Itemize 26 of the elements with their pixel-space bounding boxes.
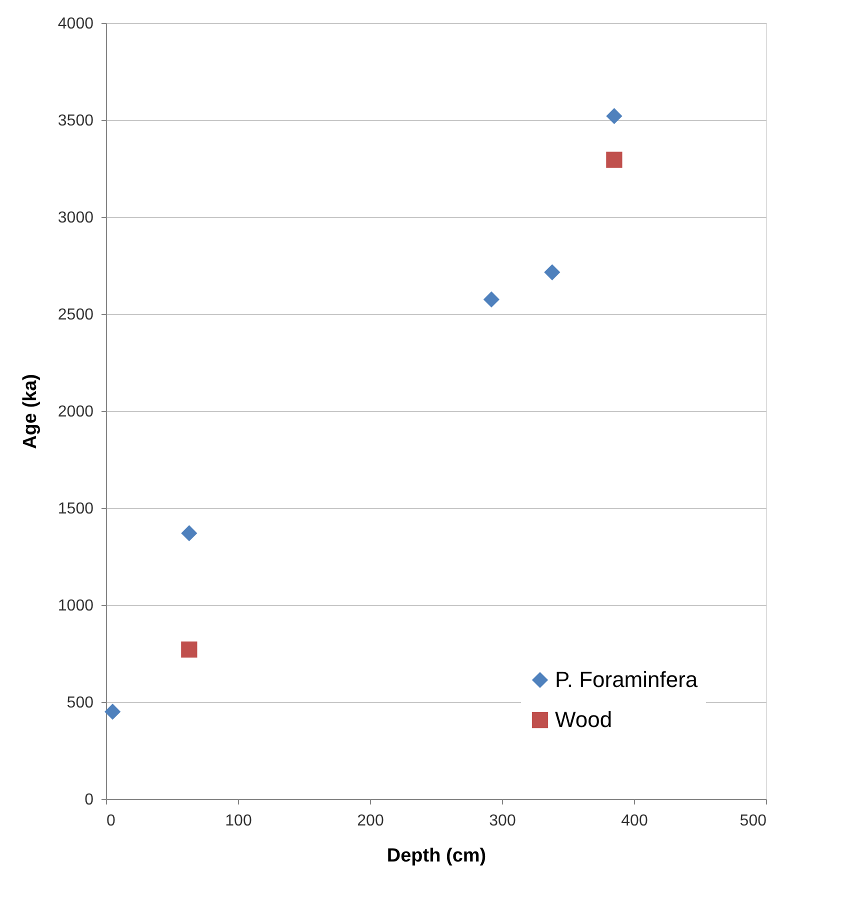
point xyxy=(483,291,500,308)
x-tick-label: 400 xyxy=(621,812,648,830)
legend-label: Wood xyxy=(555,707,612,732)
point xyxy=(544,264,560,280)
y-tick-label: 1000 xyxy=(58,598,94,614)
x-tick-label: 100 xyxy=(225,812,252,830)
point xyxy=(606,108,622,124)
x-axis-title: Depth (cm) xyxy=(386,846,486,866)
point xyxy=(181,642,198,658)
x-tick-label: 0 xyxy=(106,812,116,830)
y-tick-label: 3000 xyxy=(58,210,94,226)
point xyxy=(104,704,121,720)
y-tick-label: 1500 xyxy=(58,500,94,518)
y-tick-label: 4000 xyxy=(58,16,94,32)
y-tick-label: 0 xyxy=(84,792,94,808)
legend-label: P. Foraminfera xyxy=(555,667,698,692)
point xyxy=(181,525,198,542)
y-axis-title: Age (ka) xyxy=(20,374,41,449)
x-tick-label: 300 xyxy=(489,812,516,830)
x-tick-label: 500 xyxy=(740,812,767,830)
y-tick-label: 2000 xyxy=(58,404,94,420)
y-tick-label: 500 xyxy=(66,694,94,712)
y-tick-label: 3500 xyxy=(58,112,94,130)
y-tick-label: 2500 xyxy=(58,306,94,324)
point xyxy=(606,152,622,168)
x-tick-label: 200 xyxy=(357,812,384,830)
